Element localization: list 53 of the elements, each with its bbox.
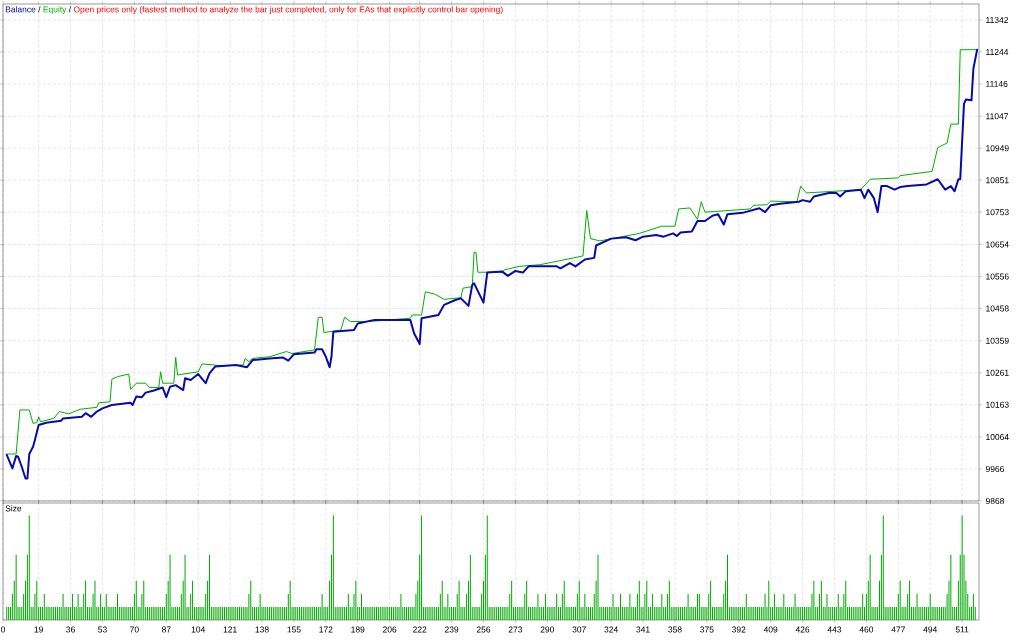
- y-tick-label: 10261: [986, 369, 1009, 376]
- x-tick-label: 375: [700, 626, 714, 633]
- x-tick-label: 53: [98, 626, 107, 633]
- y-tick-label: 10359: [986, 337, 1009, 344]
- x-tick-label: 443: [827, 626, 842, 633]
- x-tick-label: 358: [668, 626, 682, 633]
- y-tick-label: 11244: [986, 49, 1009, 55]
- x-tick-label: 494: [923, 626, 938, 633]
- y-tick-label: 11146: [986, 80, 1008, 87]
- x-tick-label: 307: [572, 626, 586, 633]
- y-tick-label: 11047: [986, 113, 1009, 120]
- y-tick-label: 10458: [986, 305, 1009, 312]
- x-tick-label: 189: [351, 626, 365, 633]
- x-tick-label: 36: [66, 626, 75, 633]
- chart-title: Size: [5, 505, 22, 512]
- x-tick-label: 290: [540, 626, 555, 633]
- annotation: /: [38, 6, 41, 13]
- x-tick-label: 206: [383, 626, 397, 633]
- y-tick-label: 10949: [986, 145, 1009, 152]
- x-tick-label: 341: [636, 626, 650, 633]
- x-tick-label: 70: [130, 626, 139, 633]
- y-tick-label: 10654: [986, 241, 1009, 248]
- x-tick-label: 511: [955, 626, 969, 633]
- x-tick-label: 460: [859, 626, 874, 633]
- x-tick-label: 0: [0, 626, 6, 633]
- y-tick-label: 9966: [985, 466, 1004, 473]
- x-tick-label: 273: [508, 626, 523, 633]
- x-tick-label: 426: [795, 626, 810, 633]
- x-tick-label: 19: [34, 626, 43, 633]
- x-tick-label: 409: [763, 626, 778, 633]
- annotation: /: [68, 6, 72, 13]
- x-tick-label: 222: [413, 626, 427, 633]
- y-tick-label: 10163: [986, 401, 1009, 408]
- x-tick-label: 104: [191, 626, 206, 633]
- x-tick-label: 324: [604, 626, 618, 633]
- y-tick-label: 10851: [986, 177, 1009, 184]
- x-tick-label: 138: [255, 626, 269, 633]
- x-tick-label: 477: [891, 626, 905, 633]
- y-tick-label: 10064: [986, 434, 1009, 441]
- text: Equity: [43, 6, 67, 15]
- annotation: Open prices only (fastest method to analyze the bar just completed, only for EAs that explicitly control bar opening): [73, 6, 503, 15]
- x-tick-label: 392: [732, 626, 746, 633]
- text: Balance: [5, 6, 36, 13]
- x-tick-label: 121: [223, 626, 237, 633]
- x-tick-label: 256: [476, 626, 491, 633]
- x-tick-label: 87: [161, 626, 171, 633]
- x-tick-label: 155: [287, 626, 301, 633]
- y-tick-label: 11342: [986, 16, 1009, 23]
- y-tick-label: 10753: [986, 209, 1009, 216]
- y-tick-label: 10556: [986, 273, 1009, 280]
- x-tick-label: 172: [319, 626, 333, 633]
- y-tick-label: 9868: [985, 498, 1004, 504]
- x-tick-label: 239: [444, 626, 459, 633]
